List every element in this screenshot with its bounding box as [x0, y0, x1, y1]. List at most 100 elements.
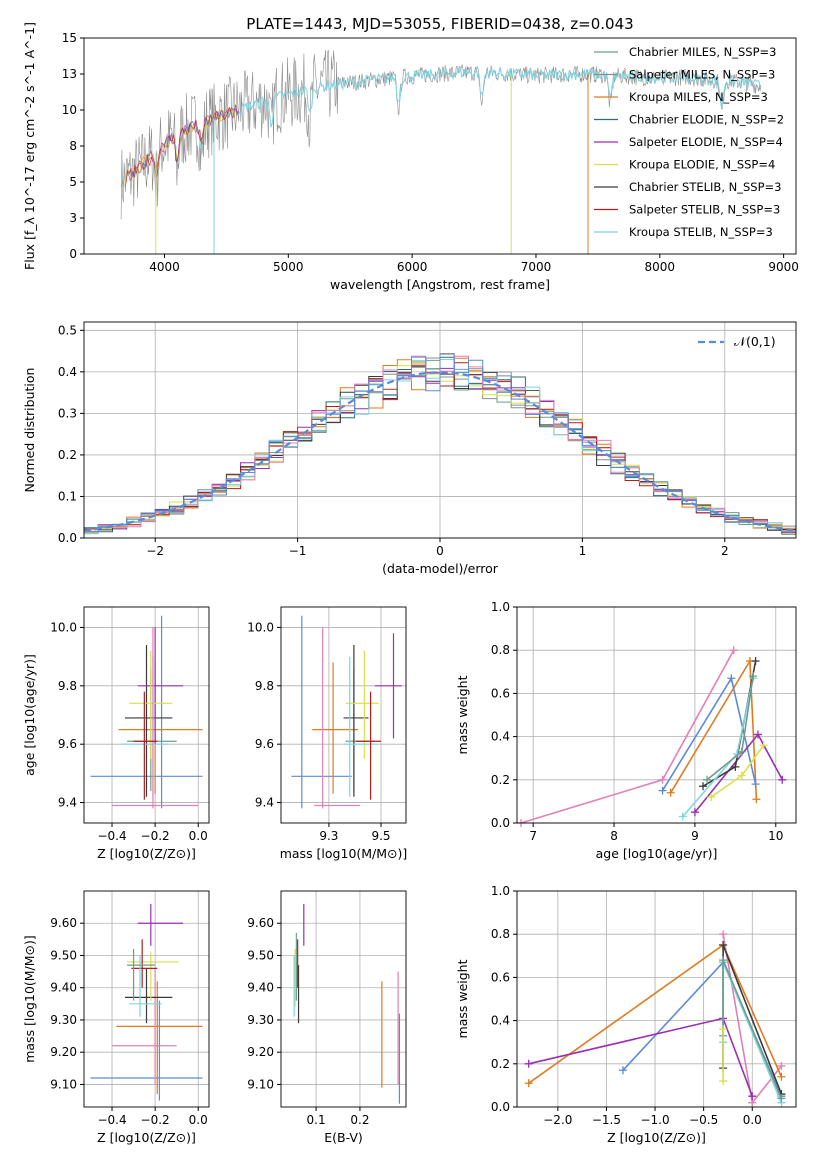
x-axis-label: Z [log10(Z/Z⊙)]	[607, 1130, 706, 1145]
y-tick-label: 1.0	[491, 600, 510, 614]
y-tick-label: 0.2	[58, 448, 77, 462]
y-tick-label: 9.30	[50, 1013, 77, 1027]
x-tick-label: 9.5	[371, 829, 390, 843]
plot-area	[281, 607, 406, 823]
y-tick-label: 0.5	[58, 323, 77, 337]
y-tick-label: 9.8	[255, 679, 274, 693]
x-tick-label: −0.2	[141, 1113, 170, 1127]
x-tick-label: 0.2	[350, 1113, 369, 1127]
x-axis-label: Z [log10(Z/Z⊙)]	[97, 846, 196, 861]
y-tick-label: 9.4	[58, 796, 77, 810]
legend-label: Salpeter MILES, N_SSP=3	[629, 68, 775, 82]
x-axis-label: wavelength [Angstrom, rest frame]	[330, 277, 550, 292]
y-tick-label: 0.6	[491, 970, 510, 984]
y-tick-label: 9.4	[255, 796, 274, 810]
y-tick-label: 9.10	[50, 1077, 77, 1091]
axes-frame	[516, 606, 797, 824]
axes-frame	[280, 606, 407, 824]
errorbar-points	[90, 615, 203, 809]
x-axis-label: age [log10(age/yr)]	[596, 846, 718, 861]
axes-frame	[516, 890, 797, 1108]
y-tick-label: 1.0	[491, 884, 510, 898]
y-tick-label: 9.40	[50, 981, 77, 995]
x-tick-label: −0.4	[97, 829, 126, 843]
y-tick-label: 0.6	[491, 686, 510, 700]
legend-label: Salpeter ELODIE, N_SSP=4	[629, 135, 783, 149]
spectrum-model-line	[125, 106, 238, 184]
y-tick-label: 0.4	[491, 730, 510, 744]
weight-marker	[751, 657, 760, 665]
weight-marker	[727, 674, 736, 683]
mass-vs-Z-panel: −0.4 −0.2 0.0 9.10 9.20 9.30 9.40 9.50 9.60 Z [lo…	[22, 890, 210, 1145]
weight-marker	[729, 646, 738, 655]
x-tick-label: −2.0	[543, 1113, 572, 1127]
y-tick-label: 0.4	[491, 1014, 510, 1028]
x-tick-label: 9	[691, 829, 699, 843]
y-axis-label: age [log10(age/yr)]	[22, 654, 37, 776]
weight-marker	[737, 747, 746, 756]
x-tick-label: 0.0	[743, 1113, 762, 1127]
y-tick-label: 0.0	[58, 531, 77, 545]
age-vs-Z-panel: −0.4 −0.2 0.0 9.4 9.6 9.8 10.0 Z [log10(Z/Z⊙)] a…	[22, 606, 210, 861]
weight-marker	[751, 780, 760, 789]
y-tick-label: 0.8	[491, 643, 510, 657]
panels: 4000 5000 6000 7000 8000 90000358101315wavele…	[22, 22, 799, 1145]
y-tick-label: 0.3	[58, 406, 77, 420]
histogram-steps	[84, 353, 796, 537]
y-tick-label: 10.0	[50, 620, 77, 634]
y-tick-label: 0	[69, 247, 77, 261]
x-tick-label: 9.3	[319, 829, 338, 843]
axes-frame	[280, 890, 407, 1108]
weight-marker	[778, 775, 787, 784]
weight-marker	[752, 795, 761, 804]
axes-frame	[83, 606, 210, 824]
y-tick-label: 10.0	[247, 620, 274, 634]
errorbar-points	[90, 903, 203, 1101]
y-tick-label: 0.4	[58, 365, 77, 379]
x-tick-label: −0.4	[97, 1113, 126, 1127]
weight-marker	[658, 775, 667, 784]
x-tick-label: 0.0	[189, 829, 208, 843]
y-tick-label: 9.6	[255, 737, 274, 751]
y-tick-label: 9.20	[247, 1045, 274, 1059]
weight-marker	[753, 730, 762, 739]
legend-label: Chabrier MILES, N_SSP=3	[629, 45, 776, 59]
y-tick-label: 0.0	[491, 816, 510, 830]
x-tick-label: 10	[768, 829, 783, 843]
y-tick-label: 0.0	[491, 1100, 510, 1114]
y-axis-label: mass [log10(M/M⊙)]	[22, 935, 37, 1063]
spectrum-lines	[120, 49, 762, 254]
x-tick-label: 0.1	[307, 1113, 326, 1127]
legend-label: Chabrier ELODIE, N_SSP=2	[629, 113, 784, 127]
y-tick-label: 9.20	[50, 1045, 77, 1059]
legend-label: Salpeter STELIB, N_SSP=3	[629, 203, 780, 217]
x-tick-label: 5000	[273, 260, 304, 274]
weight-marker	[719, 1077, 728, 1086]
y-tick-label: 9.60	[247, 916, 274, 930]
weight-marker	[524, 1059, 533, 1068]
x-axis-label: mass [log10(M/M⊙)]	[280, 846, 408, 861]
axes-frame	[83, 890, 210, 1108]
x-tick-label: 6000	[397, 260, 428, 274]
y-tick-label: 9.60	[50, 916, 77, 930]
plot-area	[517, 891, 796, 1107]
x-tick-label: 0.0	[189, 1113, 208, 1127]
y-tick-label: 9.50	[50, 948, 77, 962]
figure-title: PLATE=1443, MJD=53055, FIBERID=0438, z=0…	[246, 15, 633, 33]
weight-marker	[719, 941, 728, 949]
spectrum-panel: 4000 5000 6000 7000 8000 9000 0 3 5 8 10 13 15 wavele…	[22, 22, 799, 292]
y-tick-label: 13	[62, 67, 77, 81]
plot-area	[281, 891, 406, 1107]
legend-label: Kroupa STELIB, N_SSP=3	[629, 225, 773, 239]
weight-vs-age-panel: 7 8 9 10 0.0 0.2 0.4 0.6 0.8 1.0 age [log10(age/yr…	[455, 600, 797, 861]
weight-marker	[699, 782, 707, 791]
normal-curve	[84, 371, 796, 532]
y-tick-label: 0.2	[491, 1057, 510, 1071]
y-tick-label: 9.6	[58, 737, 77, 751]
y-tick-label: 9.50	[247, 948, 274, 962]
x-tick-label: 8000	[645, 260, 676, 274]
y-axis-label: Normed distribution	[22, 368, 37, 493]
weight-marker	[777, 1094, 786, 1103]
weight-marker	[707, 793, 716, 802]
